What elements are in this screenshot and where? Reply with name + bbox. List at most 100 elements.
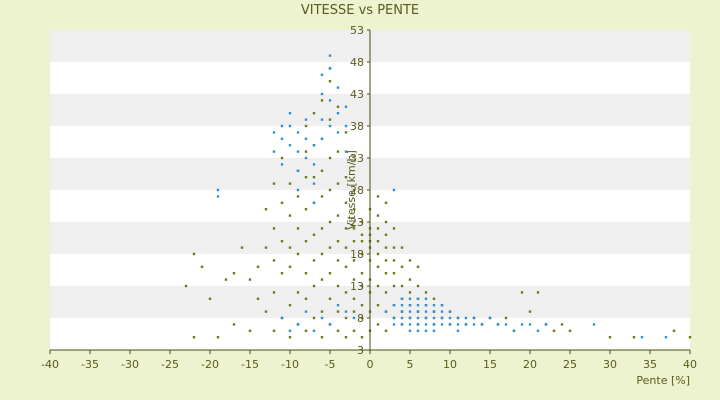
data-point [568, 329, 572, 332]
y-tick-label: 28 [350, 184, 364, 197]
data-point [312, 233, 316, 236]
data-point [272, 131, 276, 134]
data-point [472, 323, 476, 326]
data-point [312, 201, 316, 204]
data-point [320, 118, 324, 121]
data-point [352, 188, 356, 192]
data-point [400, 304, 404, 307]
data-point [216, 188, 220, 192]
data-point [328, 80, 332, 83]
x-tick-label: 10 [443, 358, 457, 371]
data-point [320, 252, 324, 256]
data-point [408, 329, 412, 332]
data-point [288, 336, 292, 339]
data-point [384, 259, 388, 262]
data-point [376, 252, 380, 256]
data-point [536, 329, 540, 332]
data-point [408, 310, 412, 313]
data-point [288, 144, 292, 147]
data-point [416, 265, 420, 268]
data-point [520, 291, 524, 294]
x-axis-label: Pente [%] [636, 374, 690, 387]
data-point [416, 323, 420, 326]
data-point [400, 297, 404, 300]
data-point [296, 169, 300, 172]
data-point [288, 214, 292, 217]
data-point [344, 265, 348, 268]
data-point [672, 329, 676, 332]
data-point [432, 316, 436, 320]
data-point [256, 265, 260, 268]
x-tick-labels: -40 -35 -30 -25 -20 -15 -10 -5 0 5 10 15 20 25 30 35 40 [41, 358, 697, 371]
data-point [544, 323, 548, 326]
data-point [336, 259, 340, 262]
data-point [432, 323, 436, 326]
data-point [456, 316, 460, 320]
x-tick-label: 40 [683, 358, 697, 371]
x-tick-label: -35 [81, 358, 99, 371]
data-point [392, 284, 396, 288]
data-point [296, 291, 300, 294]
data-point [344, 201, 348, 204]
data-point [432, 329, 436, 332]
data-point [336, 310, 340, 313]
data-point [336, 284, 340, 288]
data-point [384, 291, 388, 294]
data-point [464, 316, 468, 320]
data-point [392, 316, 396, 320]
data-point [336, 240, 340, 243]
data-point [328, 323, 332, 326]
data-point [512, 329, 516, 332]
data-point [344, 124, 348, 128]
data-point [288, 265, 292, 268]
data-point [416, 310, 420, 313]
data-point [232, 272, 236, 275]
x-tick-label: -20 [201, 358, 219, 371]
data-point [312, 144, 316, 147]
data-point [456, 329, 460, 332]
y-tick-label: 13 [350, 280, 364, 293]
data-point [312, 329, 316, 332]
data-point [408, 259, 412, 262]
x-tick-label: 35 [643, 358, 657, 371]
data-point [312, 284, 316, 288]
y-tick-label: 8 [357, 312, 364, 325]
data-point [344, 316, 348, 320]
data-point [328, 297, 332, 300]
data-point [424, 304, 428, 307]
data-point [256, 297, 260, 300]
data-point [504, 323, 508, 326]
data-point [424, 316, 428, 320]
data-point [400, 316, 404, 320]
data-point [424, 323, 428, 326]
data-point [264, 310, 268, 313]
data-point [440, 316, 444, 320]
data-point [280, 201, 284, 204]
data-point [352, 227, 356, 230]
data-point [400, 284, 404, 288]
data-point [344, 105, 348, 108]
y-tick-label: 33 [350, 152, 364, 165]
data-point [320, 99, 324, 102]
data-point [400, 323, 404, 326]
x-tick-label: 20 [523, 358, 537, 371]
data-point [304, 297, 308, 300]
data-point [424, 297, 428, 300]
data-point [344, 336, 348, 339]
data-point [288, 182, 292, 185]
data-point [320, 310, 324, 313]
data-point [360, 240, 364, 243]
data-point [328, 246, 332, 249]
data-point [296, 188, 300, 192]
data-point [336, 182, 340, 185]
data-point [552, 329, 556, 332]
data-point [320, 336, 324, 339]
data-point [192, 252, 196, 256]
data-point [352, 208, 356, 211]
data-point [392, 246, 396, 249]
data-point [296, 131, 300, 134]
data-point [376, 214, 380, 217]
y-tick-label: 53 [350, 24, 364, 37]
data-point [376, 304, 380, 307]
data-point [432, 297, 436, 300]
